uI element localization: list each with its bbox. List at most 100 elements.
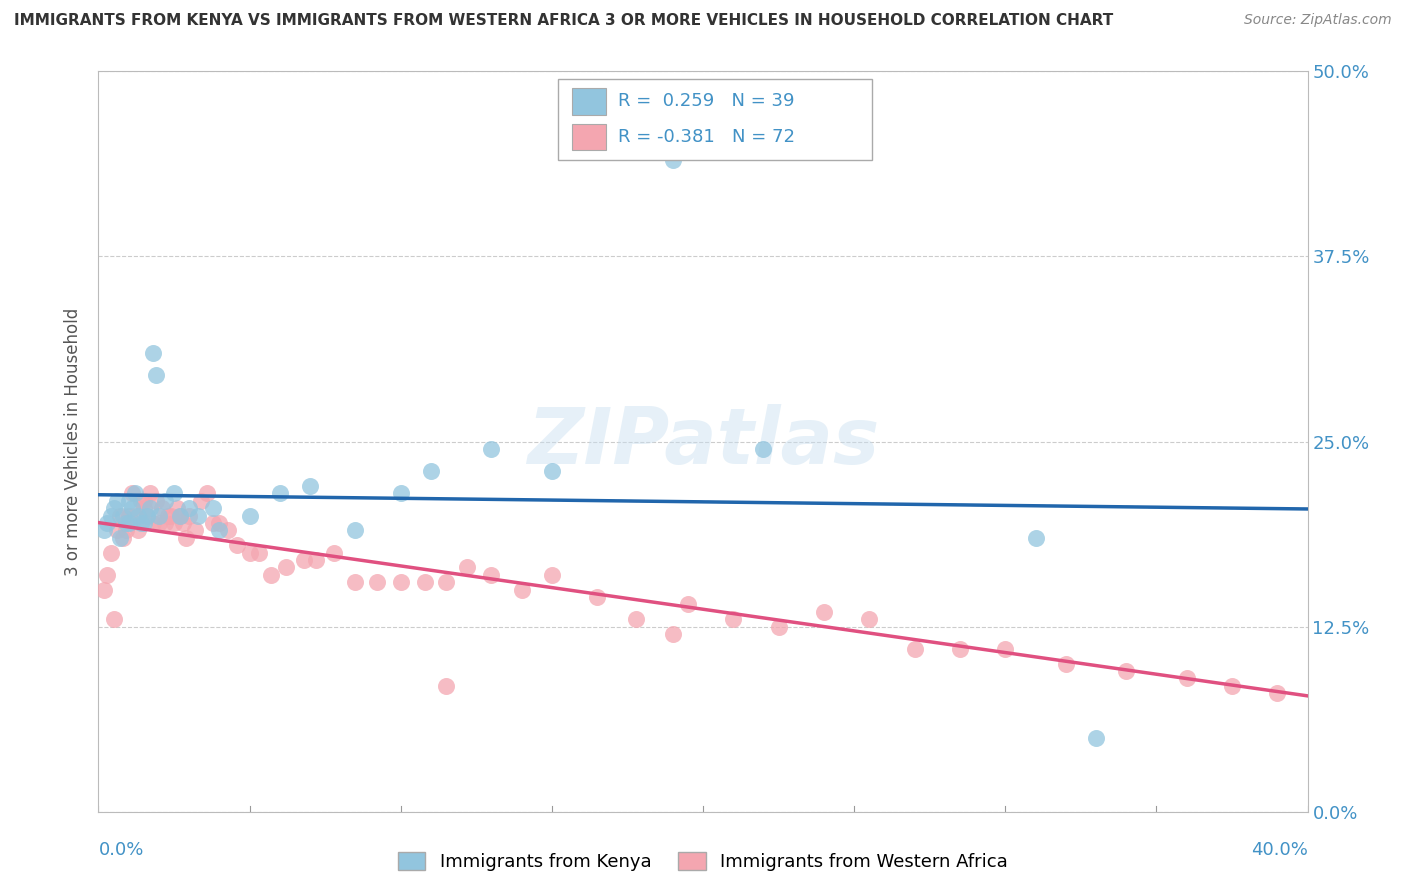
Point [195,486,218,500]
Point [121,486,143,500]
Point [187,508,209,523]
Point [93,582,115,597]
Point [949,641,972,656]
Point [481,567,503,582]
Point [142,516,165,530]
Legend: Immigrants from Kenya, Immigrants from Western Africa: Immigrants from Kenya, Immigrants from W… [391,845,1015,879]
Point [676,598,699,612]
Point [111,508,134,523]
Point [163,486,186,500]
Text: IMMIGRANTS FROM KENYA VS IMMIGRANTS FROM WESTERN AFRICA 3 OR MORE VEHICLES IN HO: IMMIGRANTS FROM KENYA VS IMMIGRANTS FROM… [14,13,1114,29]
Point [344,575,367,590]
Point [105,524,128,538]
Text: 0.0%: 0.0% [98,841,143,859]
Point [118,508,141,523]
FancyBboxPatch shape [572,124,606,151]
Point [661,153,683,168]
Point [752,442,775,456]
Point [160,508,183,523]
Point [540,567,562,582]
Point [1024,531,1046,545]
Point [208,516,231,530]
Point [135,508,157,523]
Y-axis label: 3 or more Vehicles in Household: 3 or more Vehicles in Household [65,308,83,575]
Point [366,575,388,590]
Point [1220,679,1243,693]
Point [127,508,149,523]
Point [269,486,291,500]
Point [100,508,122,523]
Point [323,546,346,560]
Point [768,619,790,633]
Point [239,546,262,560]
Point [93,524,115,538]
Point [626,612,648,626]
FancyBboxPatch shape [572,88,606,114]
Point [208,524,231,538]
Text: R =  0.259   N = 39: R = 0.259 N = 39 [619,92,794,111]
Point [202,501,225,516]
Point [456,560,478,574]
Point [994,641,1017,656]
Point [1115,664,1137,678]
Point [813,605,835,619]
Point [226,538,249,552]
Point [174,531,197,545]
Point [124,486,146,500]
Point [1054,657,1077,671]
Point [129,516,152,530]
Point [100,546,122,560]
Point [153,516,176,530]
Text: 40.0%: 40.0% [1251,841,1308,859]
Point [389,486,412,500]
Point [114,516,136,530]
Point [858,612,880,626]
Point [904,641,927,656]
Point [1175,672,1198,686]
Point [103,501,125,516]
Point [166,501,188,516]
Point [510,582,533,597]
Point [389,575,412,590]
Point [239,508,262,523]
Point [148,508,170,523]
Point [586,590,609,604]
Point [481,442,503,456]
Point [132,516,155,530]
Point [132,493,155,508]
Point [179,501,201,516]
Point [142,345,165,359]
Point [139,486,162,500]
Point [1085,731,1108,745]
Point [434,575,457,590]
Point [172,516,194,530]
Point [661,627,683,641]
Point [111,531,134,545]
Point [184,524,207,538]
Point [292,553,315,567]
Point [114,524,136,538]
Point [153,493,176,508]
Point [217,524,239,538]
Point [145,493,167,508]
Point [299,479,322,493]
Point [103,612,125,626]
Point [156,508,179,523]
Point [118,493,141,508]
Point [169,508,191,523]
Text: ZIPatlas: ZIPatlas [527,403,879,480]
Text: R = -0.381   N = 72: R = -0.381 N = 72 [619,128,796,146]
Point [127,524,149,538]
Point [274,560,297,574]
Point [148,516,170,530]
Point [118,516,141,530]
Point [145,368,167,382]
Point [202,516,225,530]
Point [96,567,118,582]
Point [135,508,157,523]
Point [169,508,191,523]
Text: Source: ZipAtlas.com: Source: ZipAtlas.com [1244,13,1392,28]
Point [179,508,201,523]
FancyBboxPatch shape [558,78,872,161]
Point [150,501,173,516]
